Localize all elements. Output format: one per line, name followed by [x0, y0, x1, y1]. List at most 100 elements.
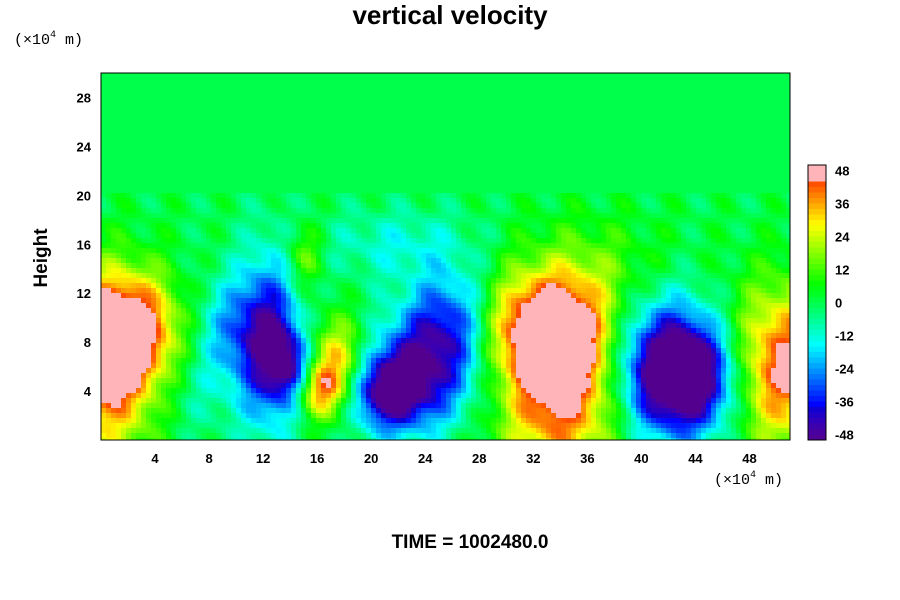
field-cell — [231, 168, 237, 174]
field-cell — [326, 233, 332, 239]
field-cell — [376, 193, 382, 199]
field-cell — [491, 153, 497, 159]
field-cell — [276, 108, 282, 114]
field-cell — [601, 168, 607, 174]
field-cell — [501, 168, 507, 174]
field-cell — [696, 218, 702, 224]
field-cell — [151, 118, 157, 124]
field-cell — [106, 188, 112, 194]
field-cell — [216, 193, 222, 199]
field-cell — [211, 213, 217, 219]
field-cell — [256, 108, 262, 114]
field-cell — [131, 108, 137, 114]
field-cell — [321, 78, 327, 84]
field-cell — [521, 198, 527, 204]
field-cell — [696, 88, 702, 94]
field-cell — [496, 138, 502, 144]
field-cell — [196, 223, 202, 229]
field-cell — [241, 78, 247, 84]
field-cell — [576, 223, 582, 229]
field-cell — [781, 148, 787, 154]
field-cell — [176, 133, 182, 139]
field-cell — [706, 118, 712, 124]
field-cell — [121, 253, 127, 259]
field-cell — [321, 143, 327, 149]
field-cell — [341, 168, 347, 174]
field-cell — [466, 183, 472, 189]
field-cell — [651, 83, 657, 89]
field-cell — [546, 223, 552, 229]
field-cell — [721, 178, 727, 184]
field-cell — [781, 188, 787, 194]
field-cell — [111, 113, 117, 119]
field-cell — [156, 88, 162, 94]
field-cell — [291, 218, 297, 224]
field-cell — [596, 173, 602, 179]
field-cell — [241, 203, 247, 209]
field-cell — [101, 228, 107, 234]
field-cell — [136, 108, 142, 114]
field-cell — [446, 93, 452, 99]
field-cell — [291, 123, 297, 129]
field-cell — [301, 133, 307, 139]
field-cell — [621, 178, 627, 184]
field-cell — [541, 128, 547, 134]
field-cell — [301, 213, 307, 219]
field-cell — [676, 128, 682, 134]
field-cell — [601, 243, 607, 249]
field-cell — [166, 208, 172, 214]
field-cell — [331, 198, 337, 204]
field-cell — [536, 108, 542, 114]
field-cell — [666, 218, 672, 224]
field-cell — [276, 193, 282, 199]
field-cell — [481, 243, 487, 249]
field-cell — [161, 218, 167, 224]
field-cell — [306, 93, 312, 99]
field-cell — [391, 168, 397, 174]
field-cell — [436, 98, 442, 104]
field-cell — [586, 188, 592, 194]
field-cell — [621, 123, 627, 129]
field-cell — [746, 98, 752, 104]
field-cell — [351, 168, 357, 174]
field-cell — [661, 233, 667, 239]
field-cell — [306, 198, 312, 204]
field-cell — [326, 208, 332, 214]
field-cell — [621, 223, 627, 229]
field-cell — [706, 168, 712, 174]
field-cell — [151, 93, 157, 99]
field-cell — [661, 248, 667, 254]
field-cell — [766, 163, 772, 169]
field-cell — [456, 103, 462, 109]
field-cell — [166, 188, 172, 194]
field-cell — [721, 128, 727, 134]
field-cell — [721, 213, 727, 219]
field-cell — [771, 113, 777, 119]
field-cell — [246, 123, 252, 129]
field-cell — [776, 218, 782, 224]
field-cell — [721, 108, 727, 114]
field-cell — [631, 198, 637, 204]
field-cell — [141, 218, 147, 224]
field-cell — [706, 203, 712, 209]
field-cell — [671, 208, 677, 214]
field-cell — [351, 153, 357, 159]
field-cell — [596, 113, 602, 119]
field-cell — [681, 128, 687, 134]
field-cell — [436, 133, 442, 139]
field-cell — [581, 108, 587, 114]
field-cell — [206, 128, 212, 134]
field-cell — [621, 128, 627, 134]
field-cell — [121, 143, 127, 149]
field-cell — [411, 123, 417, 129]
field-cell — [426, 148, 432, 154]
field-cell — [211, 133, 217, 139]
field-cell — [426, 138, 432, 144]
field-cell — [266, 103, 272, 109]
field-cell — [746, 168, 752, 174]
field-cell — [706, 193, 712, 199]
field-cell — [121, 73, 127, 79]
field-cell — [221, 238, 227, 244]
field-cell — [646, 133, 652, 139]
field-cell — [566, 168, 572, 174]
